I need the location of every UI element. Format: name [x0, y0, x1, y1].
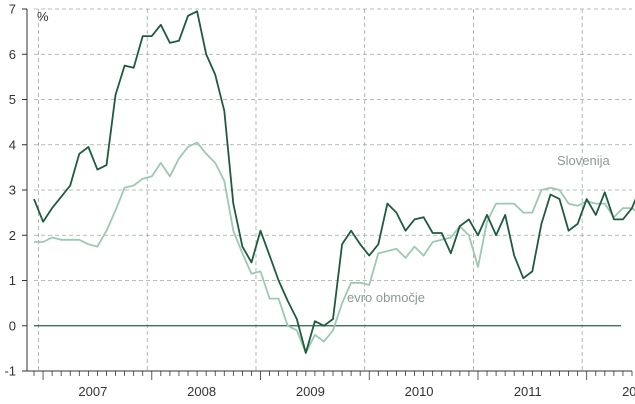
x-year-label: 2010: [405, 384, 434, 399]
x-year-label: 2011: [514, 384, 542, 399]
x-year-label: 2007: [78, 384, 107, 399]
x-year-label: 2009: [296, 384, 325, 399]
series-lines: [33, 10, 635, 354]
y-tick-label: 7: [9, 2, 16, 17]
series-line-euro-area: [34, 141, 635, 354]
y-axis-unit-label: %: [37, 9, 49, 24]
y-tick-label: 4: [9, 137, 16, 152]
gridlines: [34, 8, 632, 372]
x-year-label: 2008: [187, 384, 216, 399]
series-line-slovenia: [33, 10, 635, 354]
y-tick-label: 0: [9, 318, 16, 333]
y-tick-label: 2: [9, 228, 16, 243]
y-tick-label: 1: [9, 273, 16, 288]
axes: -1 0 1 2 3 4 5 6 7 2007 2008 2009 2010 2011 2012: [4, 2, 635, 400]
series-label-euro-area: evro območje: [347, 290, 425, 305]
y-tick-label: -1: [4, 364, 16, 379]
y-tick-label: 6: [9, 47, 16, 62]
y-tick-label: 5: [9, 92, 16, 107]
y-tick-label: 3: [9, 183, 16, 198]
x-year-label: 2012: [622, 384, 635, 399]
series-label-slovenia: Slovenija: [557, 153, 611, 168]
